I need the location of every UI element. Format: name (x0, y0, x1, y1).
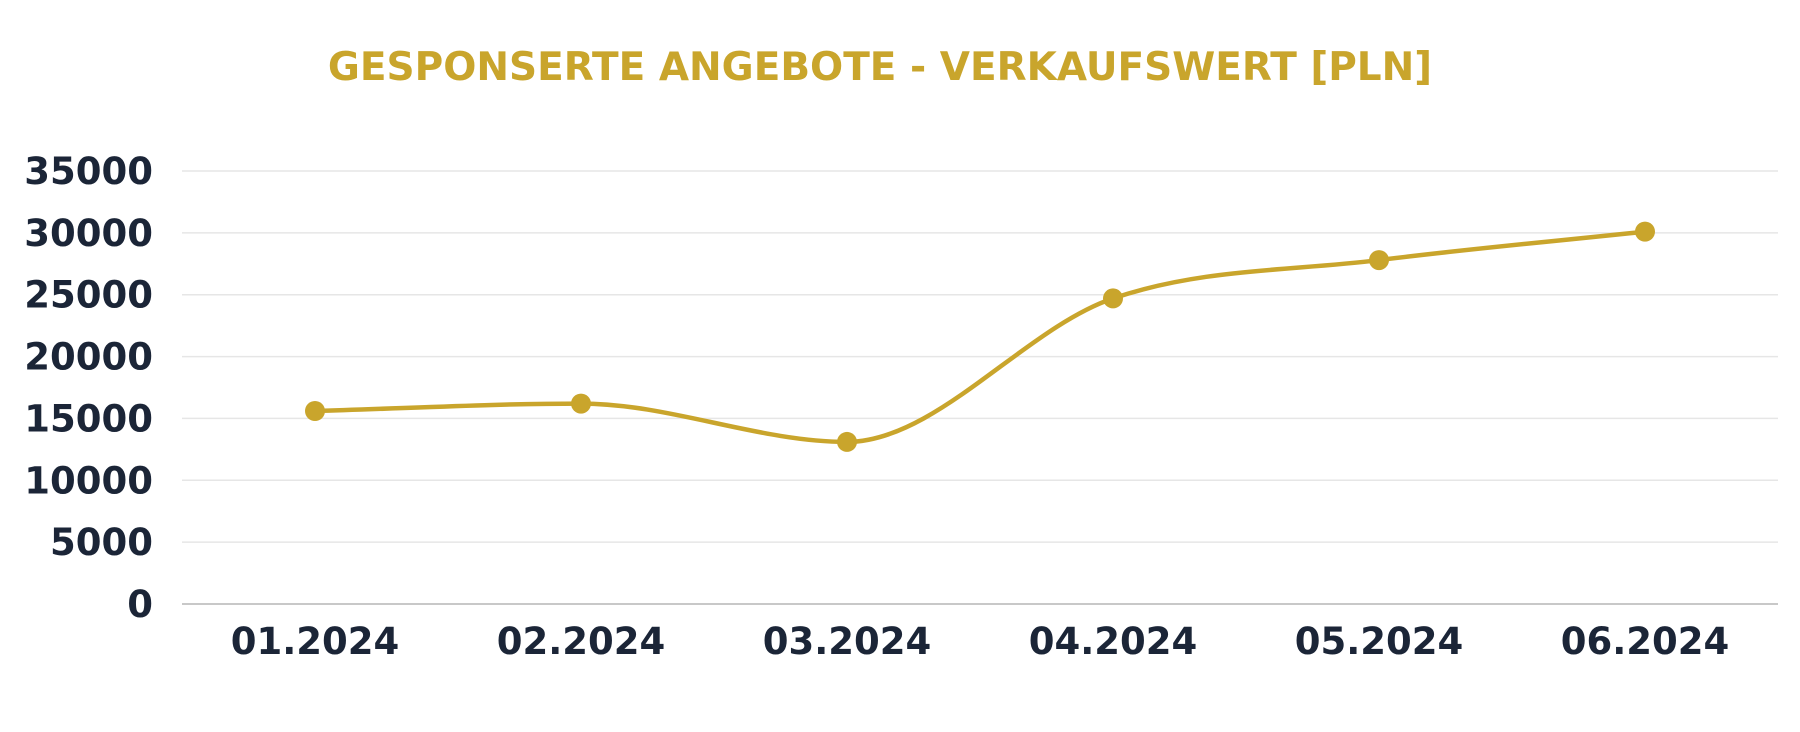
gridlines (182, 170, 1778, 543)
data-points (305, 221, 1655, 452)
y-tick-label: 30000 (24, 212, 153, 255)
data-point-01.2024[interactable] (305, 401, 325, 422)
axes: 0 5000 10000 15000 20000 25000 30000 35000 01.20… (24, 150, 1778, 663)
y-tick-label: 20000 (24, 336, 153, 379)
x-tick-label: 03.2024 (763, 620, 932, 663)
data-point-06.2024[interactable] (1635, 221, 1655, 242)
y-tick-label: 25000 (24, 274, 153, 317)
y-tick-label: 15000 (24, 397, 153, 440)
x-tick-label: 06.2024 (1561, 620, 1730, 663)
y-tick-label: 10000 (24, 459, 153, 502)
chart-title: GESPONSERTE ANGEBOTE - VERKAUFSWERT [PLN… (328, 45, 1432, 90)
y-tick-label: 0 (127, 583, 153, 626)
y-tick-label: 35000 (24, 150, 153, 193)
x-tick-label: 01.2024 (231, 620, 400, 663)
data-point-05.2024[interactable] (1369, 250, 1389, 271)
data-point-04.2024[interactable] (1103, 288, 1123, 309)
series-layer (312, 229, 1648, 445)
series-line (312, 229, 1648, 445)
y-tick-label: 5000 (50, 521, 153, 564)
x-tick-label: 05.2024 (1295, 620, 1464, 663)
data-point-02.2024[interactable] (571, 393, 591, 414)
x-tick-label: 02.2024 (497, 620, 666, 663)
data-point-03.2024[interactable] (837, 431, 857, 452)
x-tick-label: 04.2024 (1029, 620, 1198, 663)
